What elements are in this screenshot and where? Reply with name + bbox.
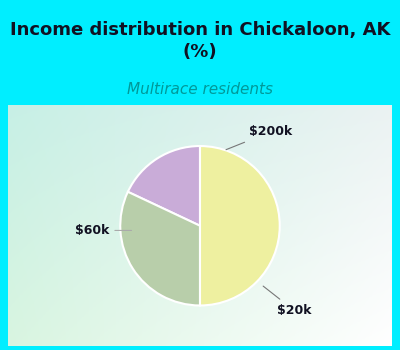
- Text: Multirace residents: Multirace residents: [127, 82, 273, 97]
- Text: $200k: $200k: [226, 125, 292, 150]
- Text: $60k: $60k: [75, 224, 132, 237]
- Wedge shape: [120, 192, 200, 306]
- Text: Income distribution in Chickaloon, AK
(%): Income distribution in Chickaloon, AK (%…: [10, 21, 390, 61]
- Wedge shape: [128, 146, 200, 226]
- Wedge shape: [200, 146, 280, 306]
- Text: $20k: $20k: [263, 286, 311, 317]
